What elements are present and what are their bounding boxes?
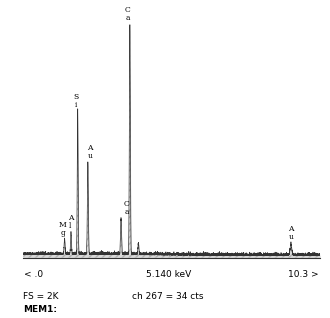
Text: FS = 2K: FS = 2K — [23, 292, 59, 301]
Text: C
a: C a — [124, 200, 129, 216]
Text: M
g: M g — [59, 221, 67, 237]
Text: 5.140 keV: 5.140 keV — [146, 270, 191, 279]
Text: A
u: A u — [288, 225, 294, 241]
Text: A
u: A u — [87, 144, 92, 160]
Text: ch 267 = 34 cts: ch 267 = 34 cts — [132, 292, 204, 301]
Text: A
l: A l — [68, 214, 73, 230]
Text: 10.3 >: 10.3 > — [288, 270, 319, 279]
Text: C
a: C a — [125, 6, 131, 22]
Text: S
i: S i — [74, 93, 79, 109]
Text: < .0: < .0 — [24, 270, 44, 279]
Text: MEM1:: MEM1: — [23, 305, 57, 314]
